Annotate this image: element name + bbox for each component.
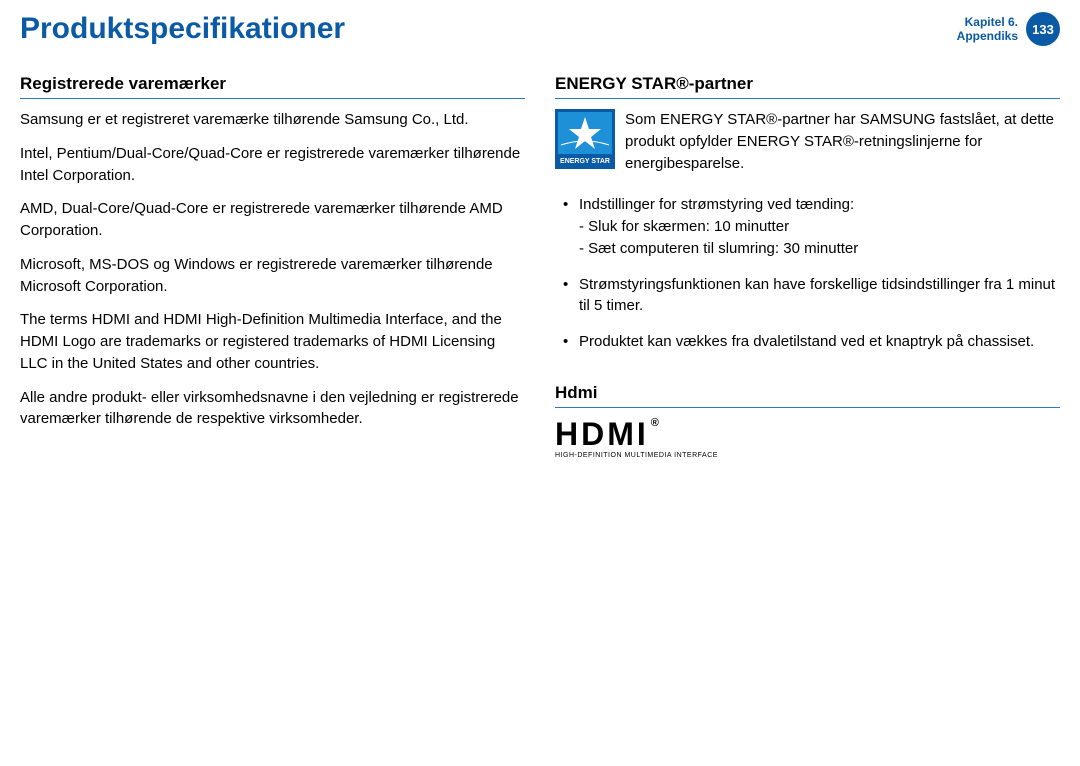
bullet-main: Produktet kan vækkes fra dvaletilstand v…	[579, 333, 1034, 350]
left-column: Registrerede varemærker Samsung er et re…	[20, 74, 525, 459]
trademarks-heading: Registrerede varemærker	[20, 74, 525, 99]
bullet-sub: - Sæt computeren til slumring: 30 minutt…	[579, 238, 1060, 260]
chapter-label: Kapitel 6. Appendiks	[957, 15, 1018, 44]
page-header: Produktspecifikationer Kapitel 6. Append…	[0, 0, 1080, 54]
energystar-icon: ENERGY STAR	[555, 109, 615, 169]
list-item: Indstillinger for strømstyring ved tændi…	[555, 194, 1060, 259]
trademark-para: AMD, Dual-Core/Quad-Core er registrerede…	[20, 198, 525, 242]
trademark-para: The terms HDMI and HDMI High-Definition …	[20, 309, 525, 374]
page-title: Produktspecifikationer	[20, 12, 957, 46]
bullet-main: Strømstyringsfunktionen kan have forskel…	[579, 276, 1055, 315]
energy-bullet-list: Indstillinger for strømstyring ved tændi…	[555, 194, 1060, 353]
chapter-line1: Kapitel 6.	[957, 15, 1018, 29]
list-item: Strømstyringsfunktionen kan have forskel…	[555, 274, 1060, 318]
energystar-row: ENERGY STAR Som ENERGY STAR®-partner har…	[555, 109, 1060, 174]
hdmi-heading: Hdmi	[555, 383, 1060, 408]
list-item: Produktet kan vækkes fra dvaletilstand v…	[555, 331, 1060, 353]
content-columns: Registrerede varemærker Samsung er et re…	[0, 54, 1080, 459]
hdmi-section: Hdmi HDMI ® HIGH-DEFINITION MULTIMEDIA I…	[555, 383, 1060, 459]
hdmi-logo-icon: HDMI ® HIGH-DEFINITION MULTIMEDIA INTERF…	[555, 418, 1060, 459]
trademark-para: Microsoft, MS-DOS og Windows er registre…	[20, 254, 525, 298]
bullet-sub: - Sluk for skærmen: 10 minutter	[579, 216, 1060, 238]
hdmi-logo-text: HDMI	[555, 418, 649, 450]
trademark-para: Alle andre produkt- eller virksomhedsnav…	[20, 387, 525, 431]
energystar-heading: ENERGY STAR®-partner	[555, 74, 1060, 99]
trademark-para: Samsung er et registreret varemærke tilh…	[20, 109, 525, 131]
chapter-line2: Appendiks	[957, 29, 1018, 43]
trademark-para: Intel, Pentium/Dual-Core/Quad-Core er re…	[20, 143, 525, 187]
right-column: ENERGY STAR®-partner ENERGY STAR Som ENE…	[555, 74, 1060, 459]
svg-text:ENERGY STAR: ENERGY STAR	[560, 158, 610, 165]
page-number-badge: 133	[1026, 12, 1060, 46]
energystar-text: Som ENERGY STAR®-partner har SAMSUNG fas…	[625, 109, 1060, 174]
hdmi-registered-mark: ®	[651, 418, 662, 429]
hdmi-logo-subtext: HIGH-DEFINITION MULTIMEDIA INTERFACE	[555, 452, 1060, 459]
bullet-main: Indstillinger for strømstyring ved tændi…	[579, 196, 854, 213]
